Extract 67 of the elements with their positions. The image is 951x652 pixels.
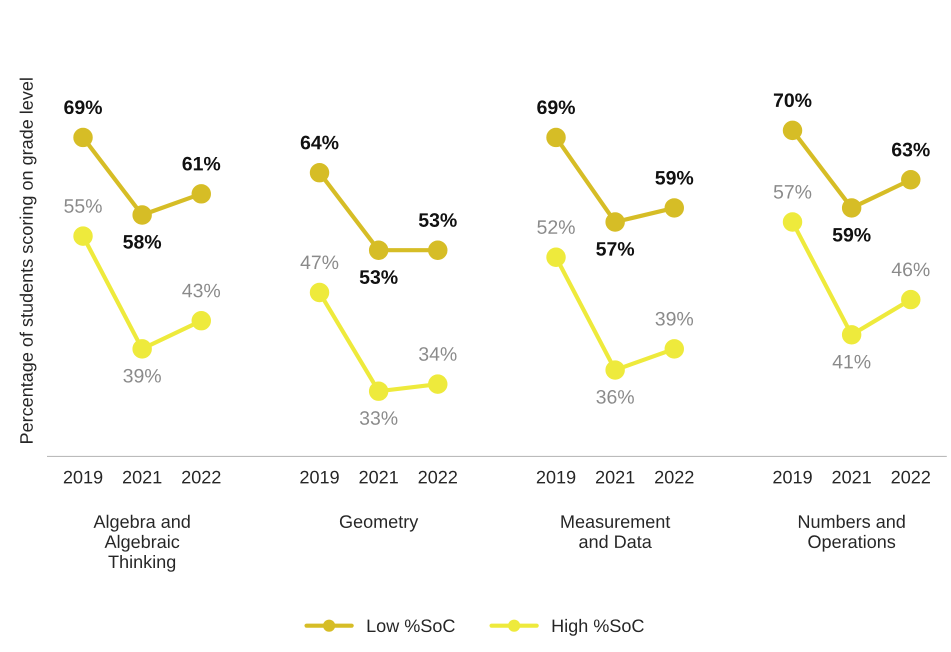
data-label: 55%: [64, 199, 102, 213]
x-tick-label: 2019: [64, 470, 102, 484]
x-tick-label: 2019: [773, 470, 812, 484]
data-label: 36%: [596, 390, 634, 404]
point: [192, 184, 211, 204]
point: [842, 198, 862, 218]
point: [546, 248, 566, 267]
point: [73, 128, 93, 148]
point: [901, 170, 920, 190]
point: [546, 128, 566, 148]
point: [132, 205, 152, 225]
point: [605, 360, 625, 380]
x-tick-label: 2021: [359, 470, 398, 484]
point: [310, 282, 330, 302]
x-tick-label: 2022: [418, 470, 457, 484]
point: [605, 212, 625, 232]
data-label: 39%: [123, 368, 161, 383]
point: [368, 381, 388, 401]
data-label: 52%: [537, 220, 575, 234]
legend-label: High %SoC: [552, 618, 644, 636]
x-tick-label: 2022: [892, 470, 930, 484]
data-label: 53%: [360, 270, 398, 284]
point: [782, 212, 802, 232]
x-tick-label: 2021: [832, 470, 871, 484]
text: Numbers and Operations: [798, 514, 905, 552]
y-axis-title: Percentage of students scoring on grade level: [20, 78, 36, 443]
point: [192, 310, 211, 330]
data-label: 70%: [774, 93, 812, 108]
x-tick-label: 2019: [300, 470, 339, 484]
data-label: 63%: [892, 142, 930, 156]
point: [428, 374, 448, 394]
data-label: 59%: [832, 228, 871, 242]
data-label: 34%: [419, 347, 457, 361]
point: [842, 325, 862, 345]
x-tick-label: 2021: [122, 470, 162, 484]
point: [368, 240, 388, 260]
data-label: 69%: [64, 100, 102, 114]
point: [73, 226, 93, 246]
point: [664, 339, 684, 359]
x-tick-label: 2019: [536, 470, 576, 484]
data-label: 69%: [537, 100, 575, 114]
x-tick-label: 2022: [182, 470, 220, 484]
x-tick-label: 2022: [655, 470, 694, 484]
legend-label: Low %SoC: [368, 619, 455, 632]
x-tick-label: 2021: [596, 470, 634, 484]
point: [664, 198, 684, 218]
point: [782, 120, 802, 140]
data-label: 57%: [596, 242, 634, 256]
text: Geometry: [340, 515, 418, 532]
text: Measurement and Data: [561, 515, 670, 548]
data-label: 41%: [832, 354, 870, 368]
point: [901, 290, 920, 310]
data-label: 39%: [656, 312, 694, 326]
data-label: 61%: [182, 156, 220, 171]
point: [310, 162, 330, 182]
text: Algebra and Algebraic Thinking: [94, 514, 190, 572]
data-label: 59%: [655, 170, 694, 185]
data-label: 53%: [418, 213, 457, 227]
point: [428, 240, 448, 260]
data-label: 58%: [123, 234, 162, 249]
point: [132, 339, 152, 359]
data-label: 43%: [182, 284, 220, 298]
data-label: 33%: [360, 411, 398, 425]
data-label: 64%: [300, 136, 338, 150]
data-label: 47%: [300, 256, 338, 270]
data-label: 57%: [774, 185, 812, 199]
data-label: 46%: [892, 262, 930, 276]
